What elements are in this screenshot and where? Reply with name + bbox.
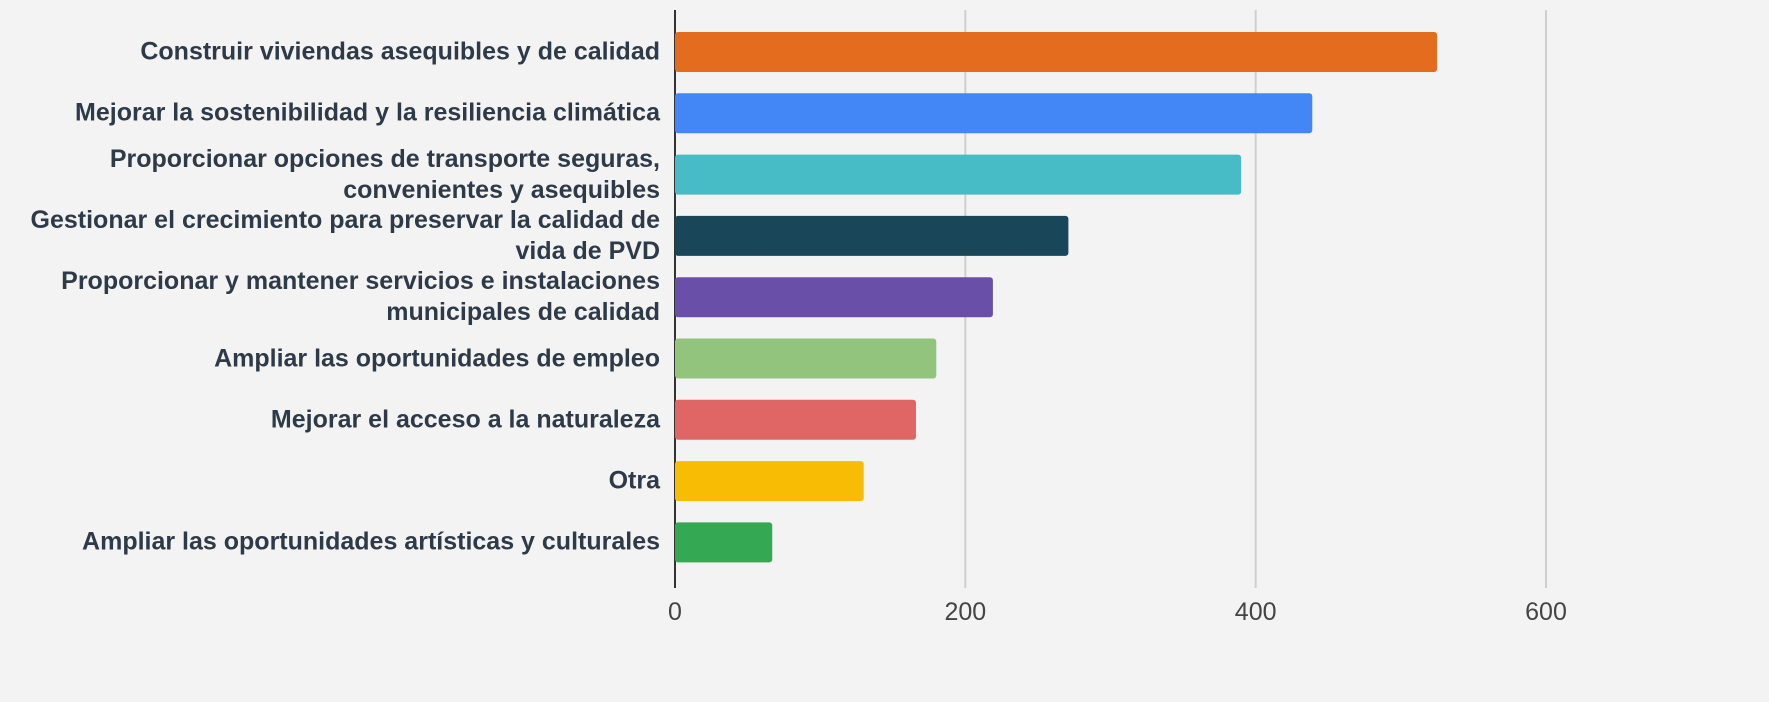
bar	[675, 32, 1438, 72]
bar	[675, 277, 993, 318]
bar	[675, 93, 1313, 134]
bar	[675, 461, 864, 502]
bar	[675, 399, 916, 440]
bar	[675, 338, 937, 379]
x-tick-label: 400	[1235, 598, 1277, 626]
y-tick-label: Proporcionar opciones de transporte segu…	[109, 144, 660, 204]
y-tick-label: Gestionar el crecimiento para preservar …	[30, 205, 660, 265]
y-tick-label: Otra	[608, 466, 660, 495]
bar	[675, 154, 1242, 195]
y-tick-label: Proporcionar y mantener servicios e inst…	[61, 267, 660, 327]
x-tick-label: 0	[668, 598, 682, 626]
y-tick-label: Ampliar las oportunidades de empleo	[214, 344, 660, 372]
y-tick-label: Mejorar la sostenibilidad y la resilienc…	[75, 98, 660, 127]
x-tick-label: 200	[944, 598, 986, 626]
bar	[675, 215, 1069, 256]
y-tick-label: Ampliar las oportunidades artísticas y c…	[82, 527, 660, 556]
y-tick-label: Mejorar el acceso a la naturaleza	[270, 405, 660, 434]
x-tick-label: 600	[1525, 598, 1567, 626]
bar	[675, 522, 773, 563]
y-tick-label: Construir viviendas asequibles y de cali…	[140, 37, 660, 66]
